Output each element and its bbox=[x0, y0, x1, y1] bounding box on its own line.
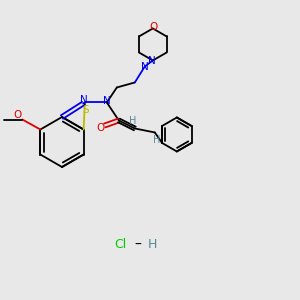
Text: H: H bbox=[153, 136, 160, 146]
Text: O: O bbox=[97, 124, 105, 134]
Text: S: S bbox=[82, 104, 89, 115]
Text: H: H bbox=[147, 238, 157, 251]
Text: O: O bbox=[13, 110, 22, 121]
Text: N: N bbox=[148, 56, 156, 67]
Text: –: – bbox=[135, 238, 141, 252]
Text: H: H bbox=[129, 116, 136, 127]
Text: N: N bbox=[141, 62, 149, 73]
Text: N: N bbox=[80, 94, 88, 105]
Text: N: N bbox=[103, 97, 111, 106]
Text: Cl: Cl bbox=[114, 238, 126, 251]
Text: O: O bbox=[150, 22, 158, 32]
